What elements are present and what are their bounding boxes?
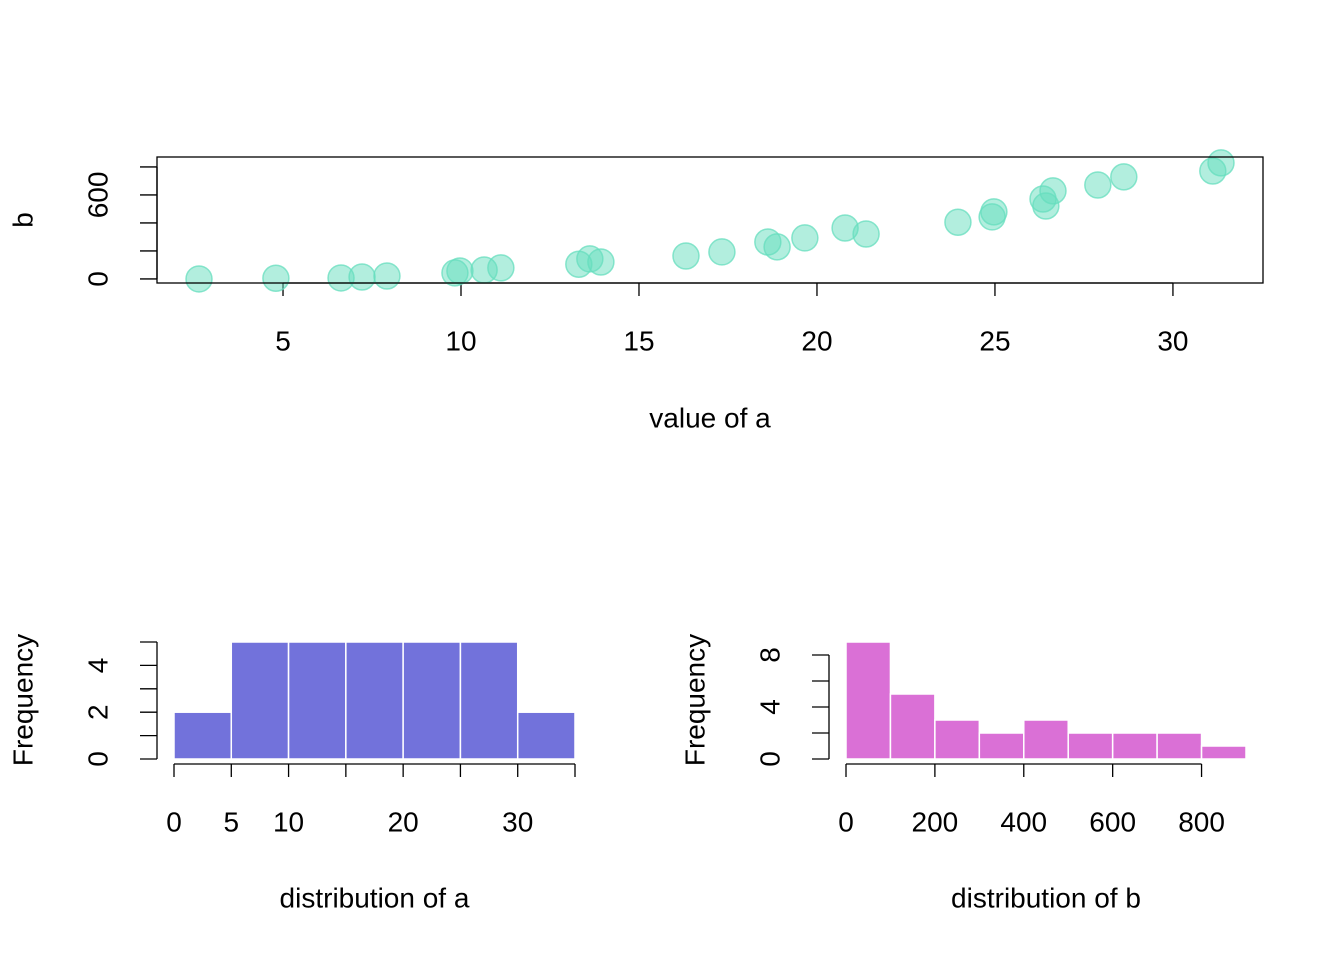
x-axis-title: distribution of b <box>951 882 1141 913</box>
bar <box>889 693 936 760</box>
point <box>763 233 791 261</box>
point <box>852 220 880 248</box>
point <box>587 248 615 276</box>
y-tick-label: 4 <box>754 699 785 715</box>
bar <box>978 732 1025 760</box>
x-tick-label: 10 <box>445 325 476 356</box>
x-tick-label: 200 <box>912 806 959 837</box>
bar <box>173 711 233 760</box>
y-axis-title: Frequency <box>679 634 710 766</box>
point <box>487 254 515 282</box>
x-tick-label: 0 <box>838 806 854 837</box>
point <box>944 208 972 236</box>
x-tick-label: 5 <box>223 806 239 837</box>
y-tick-label: 0 <box>82 751 113 767</box>
bar <box>459 641 519 760</box>
x-tick-label: 400 <box>1000 806 1047 837</box>
bar <box>345 641 404 760</box>
y-tick-label: 0 <box>754 751 785 767</box>
bar <box>1111 732 1158 760</box>
bar <box>845 641 892 760</box>
point <box>980 198 1008 226</box>
x-tick-label: 800 <box>1178 806 1225 837</box>
bar <box>516 711 576 760</box>
x-tick-label: 20 <box>388 806 419 837</box>
x-tick-label: 10 <box>273 806 304 837</box>
bar <box>934 719 981 760</box>
bar <box>1023 719 1069 760</box>
bar <box>230 641 290 760</box>
y-axis-title: Frequency <box>7 634 38 766</box>
x-axis-title: distribution of a <box>280 882 470 913</box>
x-axis-title: value of a <box>649 402 771 433</box>
point <box>1110 163 1138 191</box>
point <box>348 263 376 291</box>
point <box>708 238 736 266</box>
bar <box>1200 745 1247 760</box>
x-tick-label: 600 <box>1089 806 1136 837</box>
x-tick-label: 5 <box>275 325 291 356</box>
bar <box>402 641 462 760</box>
x-tick-label: 0 <box>166 806 182 837</box>
x-tick-label: 30 <box>1157 325 1188 356</box>
y-tick-label: 600 <box>82 172 113 219</box>
bar <box>1067 732 1114 760</box>
point <box>262 264 290 292</box>
y-tick-label: 0 <box>82 271 113 287</box>
bar <box>1156 732 1203 760</box>
plot-box <box>156 156 1264 284</box>
y-tick-label: 2 <box>82 704 113 720</box>
point <box>1039 177 1067 205</box>
x-tick-label: 15 <box>623 325 654 356</box>
y-tick-label: 4 <box>82 658 113 674</box>
bar <box>287 641 347 760</box>
point <box>791 224 819 252</box>
x-tick-label: 30 <box>502 806 533 837</box>
point <box>1207 149 1235 177</box>
point <box>373 262 401 290</box>
x-tick-label: 20 <box>801 325 832 356</box>
y-tick-label: 8 <box>754 647 785 663</box>
point <box>1084 171 1112 199</box>
point <box>672 242 700 270</box>
point <box>446 257 474 285</box>
y-axis-title: b <box>7 212 38 228</box>
x-tick-label: 25 <box>979 325 1010 356</box>
point <box>185 265 213 293</box>
